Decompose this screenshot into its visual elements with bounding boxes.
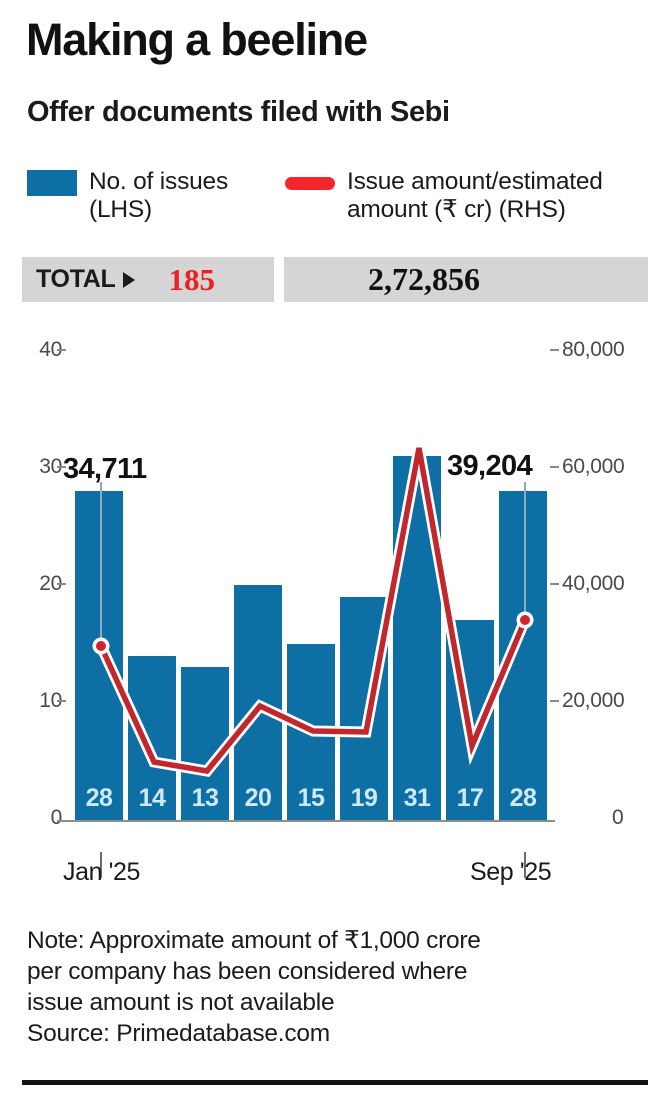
total-row: TOTAL 185 2,72,856 [22, 257, 648, 302]
bar-label-may: 15 [297, 784, 325, 812]
total-amount-box: 2,72,856 [284, 257, 648, 302]
total-amount-value: 2,72,856 [368, 261, 480, 297]
source-line: Source: Primedatabase.com [27, 1020, 330, 1047]
plot-area: 28 14 13 20 15 19 31 17 28 34,711 39,204 [63, 350, 547, 878]
page-title: Making a beeline [26, 14, 368, 65]
total-issues-box: TOTAL 185 [22, 257, 274, 302]
note-line-2: per company has been considered where [27, 958, 468, 985]
right-axis-tick-20000: 20,000 [562, 689, 625, 712]
right-tick-mark-80000 [550, 349, 559, 351]
x-tick-sep [524, 852, 526, 878]
legend-item-issues: No. of issues (LHS) [27, 168, 277, 224]
left-tick-mark-10 [57, 700, 66, 702]
right-axis-tick-0: 0 [612, 806, 624, 829]
page-subtitle: Offer documents filed with Sebi [27, 96, 450, 128]
bottom-divider [22, 1080, 648, 1085]
bar-label-jan: 28 [85, 784, 113, 812]
note-line-1: Note: Approximate amount of ₹1,000 crore [27, 927, 481, 954]
legend-item-amount: Issue amount/estimated amount (₹ cr) (RH… [285, 168, 670, 224]
chart-legend: No. of issues (LHS) Issue amount/estimat… [27, 168, 647, 244]
total-label: TOTAL [36, 265, 116, 293]
bar-jan[interactable] [75, 491, 123, 820]
legend-label-amount: Issue amount/estimated amount (₹ cr) (RH… [347, 168, 603, 223]
x-tick-jan [100, 852, 102, 878]
right-tick-mark-40000 [550, 583, 559, 585]
bar-sep[interactable] [499, 491, 547, 820]
footer-note: Note: Approximate amount of ₹1,000 crore… [27, 925, 637, 1049]
left-axis-tick-40: 40 [39, 338, 62, 361]
x-axis-label-start: Jan '25 [63, 858, 141, 886]
bar-label-sep: 28 [509, 784, 537, 812]
bar-label-aug: 17 [456, 784, 484, 812]
left-axis-tick-30: 30 [39, 455, 62, 478]
bar-label-jul: 31 [403, 784, 431, 812]
x-axis-label-end: Sep '25 [470, 858, 552, 886]
line-swatch-icon [285, 177, 335, 190]
right-tick-mark-20000 [550, 700, 559, 702]
left-axis-tick-20: 20 [39, 572, 62, 595]
bar-swatch-icon [27, 170, 77, 196]
chart-area: 40 30 20 10 0 80,000 60,000 40,000 20,00… [0, 320, 670, 886]
note-line-3: issue amount is not available [27, 989, 335, 1016]
annotation-first-value: 34,711 [63, 453, 147, 485]
bar-jul[interactable] [393, 456, 441, 820]
right-axis-tick-40000: 40,000 [562, 572, 625, 595]
left-tick-mark-40 [57, 349, 66, 351]
left-axis-tick-10: 10 [39, 689, 62, 712]
left-axis-tick-0: 0 [50, 806, 63, 829]
right-axis-tick-80000: 80,000 [562, 338, 625, 361]
bar-label-jun: 19 [350, 784, 378, 812]
right-tick-mark-60000 [550, 466, 559, 468]
annotation-last-value: 39,204 [447, 450, 533, 482]
x-axis-baseline [57, 820, 555, 822]
bar-label-feb: 14 [138, 784, 166, 812]
bar-label-mar: 13 [191, 784, 219, 812]
left-tick-mark-30 [57, 466, 66, 468]
triangle-right-icon [122, 271, 135, 288]
total-issues-value: 185 [168, 261, 216, 297]
legend-label-issues: No. of issues (LHS) [89, 168, 229, 223]
left-tick-mark-20 [57, 583, 66, 585]
bar-label-apr: 20 [244, 784, 272, 812]
right-axis-tick-60000: 60,000 [562, 455, 625, 478]
